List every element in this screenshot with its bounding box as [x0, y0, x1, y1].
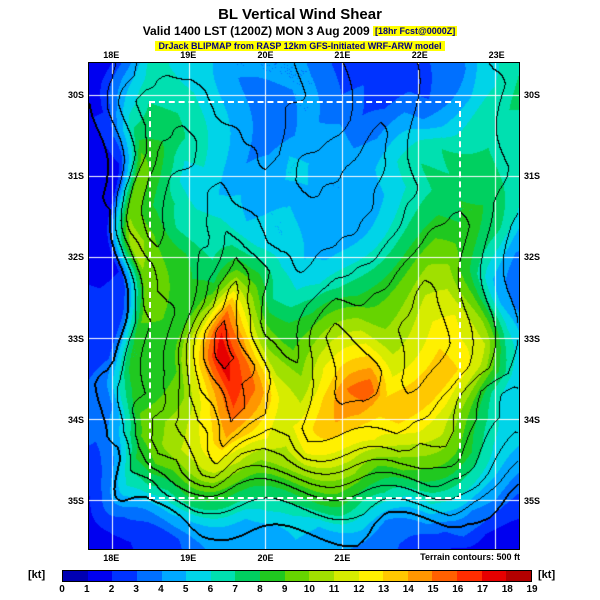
colorbar-tick-label: 17 [476, 584, 489, 595]
colorbar-tick-label: 2 [108, 584, 115, 595]
lat-label-left: 34S [67, 414, 84, 425]
lat-label-left: 33S [67, 333, 84, 344]
map-canvas [89, 63, 519, 549]
colorbar-tick-label: 7 [232, 584, 238, 595]
unit-label-left: [kt] [28, 569, 46, 581]
colorbar-swatch [112, 571, 137, 581]
colorbar-tick-label: 4 [158, 584, 164, 595]
colorbar-swatch [161, 571, 187, 581]
colorbar-tick-label: 6 [207, 584, 214, 595]
colorbar-swatches [62, 570, 532, 582]
colorbar-tick-label: 11 [328, 584, 340, 595]
colorbar-swatch [407, 571, 433, 581]
colorbar-swatch [87, 571, 113, 581]
plot-title: BL Vertical Wind Shear [218, 6, 382, 23]
map-area [88, 62, 520, 550]
colorbar-tick-label: 19 [526, 584, 538, 595]
lon-label-top: 22E [411, 50, 428, 60]
colorbar-tick-label: 18 [501, 584, 513, 595]
colorbar-tick-label: 14 [402, 584, 414, 595]
lon-label-bottom: 20E [257, 553, 274, 563]
lat-label-right: 34S [524, 414, 541, 425]
colorbar-swatch [333, 571, 359, 581]
lat-label-left: 31S [67, 170, 84, 181]
colorbar-tick-label: 15 [427, 584, 439, 595]
colorbar-swatch [136, 571, 162, 581]
forecast-tag: [18hr Fcst@0000Z] [373, 26, 458, 36]
lat-label-right: 35S [524, 496, 541, 507]
lon-label-top: 21E [334, 50, 351, 60]
lat-label-right: 30S [524, 89, 541, 100]
colorbar-swatch [284, 571, 310, 581]
colorbar-tick-label: 9 [281, 584, 288, 595]
lon-label-top: 23E [488, 50, 505, 60]
lon-label-top: 18E [103, 50, 120, 60]
valid-time-text: Valid 1400 LST (1200Z) MON 3 Aug 2009 [142, 24, 373, 38]
colorbar-tick-label: 16 [452, 584, 464, 595]
colorbar-swatch [432, 571, 457, 581]
colorbar-swatch [309, 571, 334, 581]
colorbar-tick-label: 8 [257, 584, 263, 595]
colorbar-swatch [186, 571, 211, 581]
colorbar-swatch [63, 571, 88, 581]
lon-label-top: 19E [180, 50, 197, 60]
lat-label-right: 32S [524, 252, 541, 263]
plot-subtitle: Valid 1400 LST (1200Z) MON 3 Aug 2009 [1… [0, 24, 600, 38]
lon-label-top: 20E [257, 50, 274, 60]
colorbar-swatch [383, 571, 408, 581]
lat-label-left: 35S [67, 496, 84, 507]
lon-label-bottom: 19E [180, 553, 197, 563]
colorbar-tick-label: 0 [59, 584, 65, 595]
lat-label-left: 30S [67, 89, 84, 100]
colorbar-tick-label: 3 [133, 584, 139, 595]
unit-label-right: [kt] [538, 569, 556, 581]
colorbar-tick-label: 12 [353, 584, 365, 595]
terrain-note: Terrain contours: 500 ft [420, 552, 520, 562]
colorbar-swatch [506, 571, 531, 581]
colorbar-tick-label: 5 [182, 584, 189, 595]
lat-label-left: 32S [67, 252, 84, 263]
colorbar-swatch [481, 571, 507, 581]
colorbar-swatch [457, 571, 482, 581]
model-info-line: DrJack BLIPMAP from RASP 12km GFS-Initia… [0, 41, 600, 51]
model-info-text: DrJack BLIPMAP from RASP 12km GFS-Initia… [155, 41, 445, 51]
colorbar-tick-label: 10 [303, 584, 315, 595]
lon-label-bottom: 18E [103, 553, 120, 563]
colorbar-swatch [260, 571, 285, 581]
lat-label-right: 31S [524, 170, 541, 181]
lat-label-right: 33S [524, 333, 541, 344]
colorbar-tick-label: 13 [378, 584, 390, 595]
colorbar-tick-label: 1 [83, 584, 90, 595]
colorbar-swatch [358, 571, 384, 581]
colorbar-swatch [235, 571, 260, 581]
lon-label-bottom: 21E [334, 553, 351, 563]
colorbar-swatch [210, 571, 236, 581]
